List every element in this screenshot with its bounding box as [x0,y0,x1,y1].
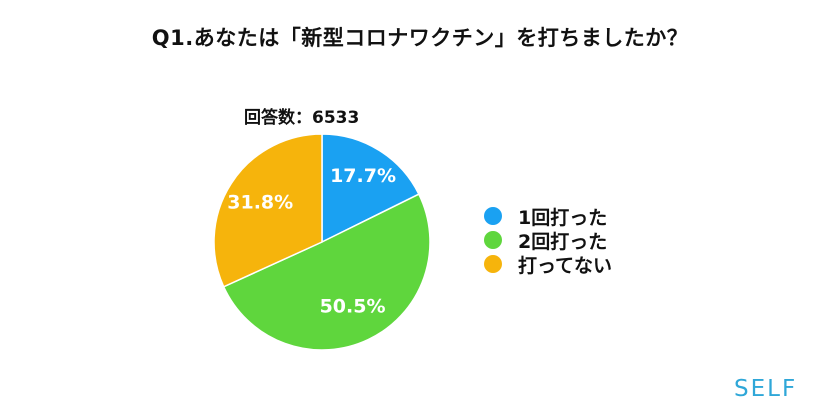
pie-label-twice: 50.5% [320,295,386,317]
legend-item-twice: 2回打った [484,228,612,253]
legend: 1回打った 2回打った 打ってない [484,204,613,277]
pie-slice-twice [222,193,431,351]
respondent-count: 回答数：6533 [244,108,360,128]
chart-title: Q1.あなたは「新型コロナワクチン」を打ちましたか？ [151,26,689,50]
pie-label-not-vaccinated: 31.8% [227,191,293,213]
legend-swatch-twice [484,231,502,249]
legend-swatch-not-vaccinated [484,255,502,273]
legend-swatch-once [484,207,502,225]
pie-slice-once [321,133,420,244]
self-logo: SELF [734,376,798,402]
pie-slice-not-vaccinated [213,133,323,288]
legend-label-twice: 2回打った [518,230,608,253]
legend-item-once: 1回打った [484,204,612,229]
legend-item-not-vaccinated: 打ってない [484,252,613,277]
legend-label-not-vaccinated: 打ってない [518,254,613,277]
pie-label-once: 17.7% [330,165,396,187]
legend-label-once: 1回打った [518,206,608,229]
